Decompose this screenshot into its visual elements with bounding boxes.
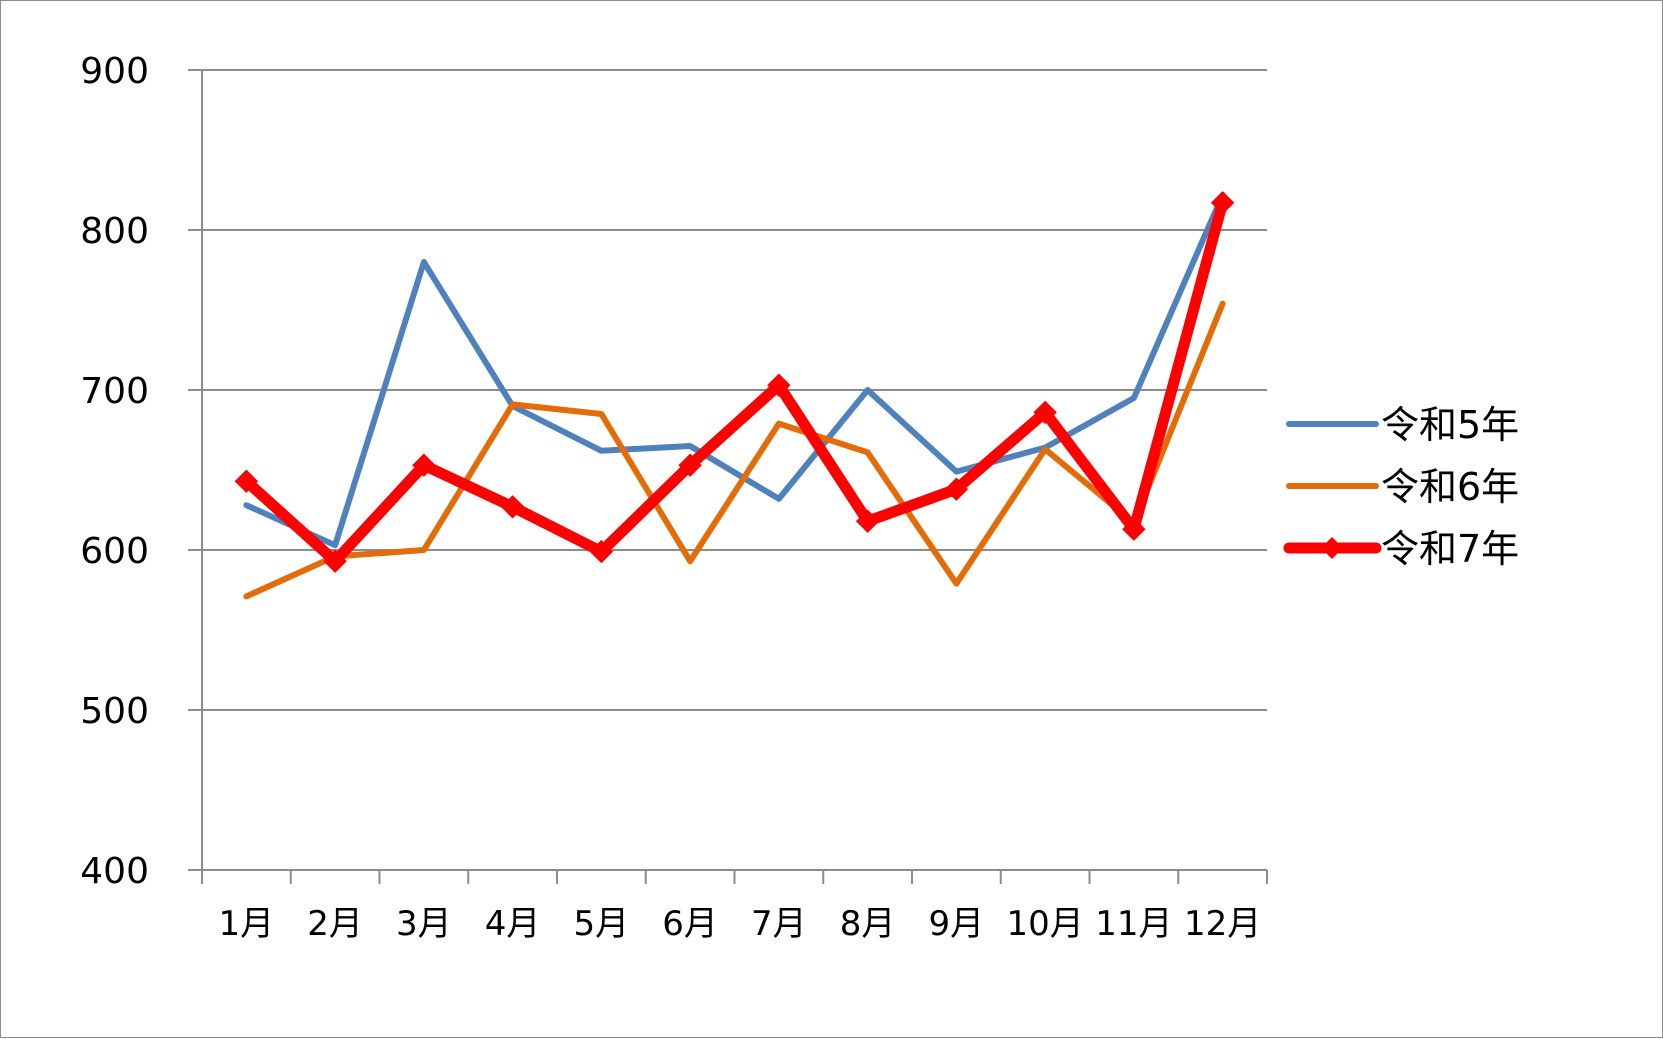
x-tick-label: 1月 [219,904,275,944]
y-tick-label: 500 [80,691,149,732]
y-tick-label: 900 [80,51,149,92]
x-tick-label: 4月 [485,904,541,944]
series-lines [234,191,1235,600]
data-point-marker [412,453,436,477]
x-tick-label: 2月 [307,904,363,944]
axes [188,69,1268,884]
data-point-marker [589,539,614,564]
data-point-marker [323,549,347,573]
x-tick-label: 6月 [662,904,718,944]
legend-label-2: 令和6年 [1381,465,1519,509]
x-tick-label: 7月 [751,904,807,944]
data-point-marker [944,477,969,501]
legend-label-3: 令和7年 [1381,527,1519,571]
data-point-marker [767,373,791,397]
y-tick-label: 400 [80,851,149,892]
y-tick-label: 600 [80,531,149,572]
y-tick-label: 800 [80,211,149,252]
x-tick-label: 12月 [1184,904,1261,944]
data-point-marker [234,469,259,493]
y-axis-tick-labels: 400 500 600 700 800 900 [80,51,149,892]
legend-marker [1321,537,1343,559]
x-tick-label: 9月 [929,904,985,944]
series-line-3 [240,197,1229,567]
legend-label-1: 令和5年 [1381,403,1519,447]
x-axis-tick-labels: 1月 2月 3月 4月 5月 6月 7月 8月 9月 10月 11月 12月 [219,904,1262,944]
x-tick-label: 5月 [574,904,630,944]
x-tick-label: 8月 [840,904,896,944]
data-point-marker [855,509,880,533]
y-tick-label: 700 [80,371,149,412]
data-point-marker [1033,400,1057,425]
data-point-marker [500,495,525,519]
x-tick-label: 10月 [1006,904,1083,944]
x-tick-label: 11月 [1095,904,1172,944]
gridlines [202,69,1267,711]
series-line-2 [243,300,1226,600]
x-tick-label: 3月 [396,904,452,944]
data-point-marker [1210,191,1235,215]
data-point-marker [1122,517,1146,541]
data-point-marker [678,453,702,477]
